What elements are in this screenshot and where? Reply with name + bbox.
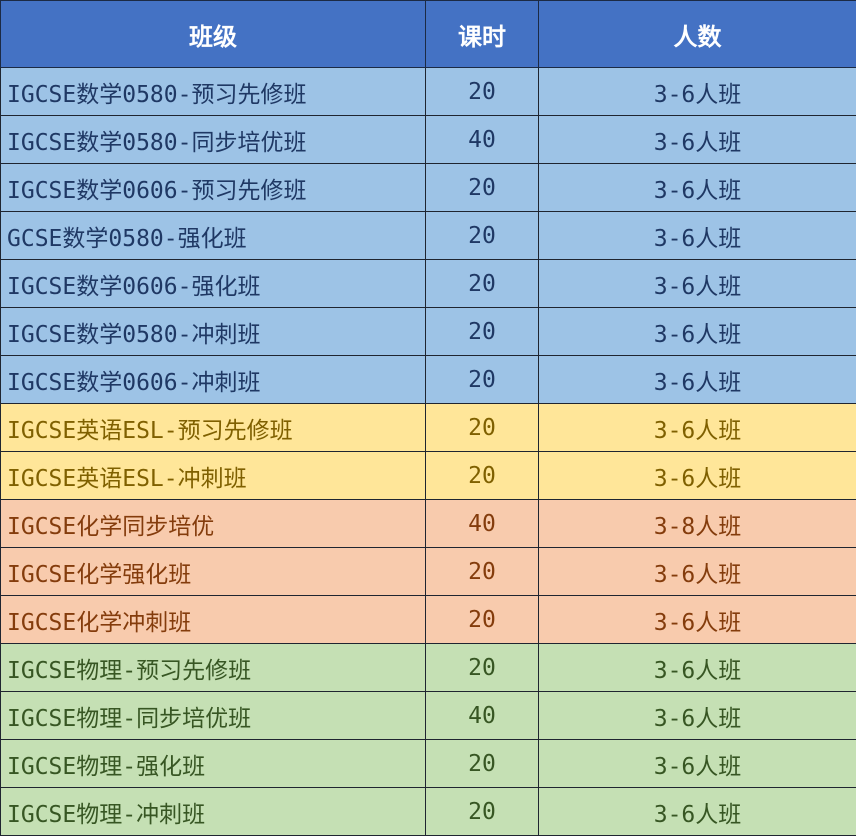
class-name-cell: IGCSE数学0606-冲刺班 bbox=[1, 356, 426, 404]
size-cell: 3-6人班 bbox=[539, 596, 856, 644]
hours-cell: 20 bbox=[426, 404, 539, 452]
class-name-cell: IGCSE物理-预习先修班 bbox=[1, 644, 426, 692]
header-row: 班级 课时 人数 bbox=[1, 1, 856, 68]
class-name-cell: IGCSE物理-强化班 bbox=[1, 740, 426, 788]
class-name-cell: IGCSE化学强化班 bbox=[1, 548, 426, 596]
class-name-cell: IGCSE物理-同步培优班 bbox=[1, 692, 426, 740]
size-cell: 3-6人班 bbox=[539, 212, 856, 260]
hours-cell: 20 bbox=[426, 596, 539, 644]
size-cell: 3-6人班 bbox=[539, 404, 856, 452]
hours-cell: 20 bbox=[426, 452, 539, 500]
size-cell: 3-6人班 bbox=[539, 308, 856, 356]
hours-cell: 20 bbox=[426, 68, 539, 116]
class-name-cell: IGCSE物理-冲刺班 bbox=[1, 788, 426, 836]
size-cell: 3-6人班 bbox=[539, 644, 856, 692]
size-cell: 3-6人班 bbox=[539, 260, 856, 308]
class-name-cell: IGCSE数学0580-冲刺班 bbox=[1, 308, 426, 356]
hours-cell: 40 bbox=[426, 116, 539, 164]
class-name-cell: IGCSE化学同步培优 bbox=[1, 500, 426, 548]
header-size: 人数 bbox=[539, 1, 856, 68]
size-cell: 3-6人班 bbox=[539, 452, 856, 500]
hours-cell: 20 bbox=[426, 212, 539, 260]
class-name-cell: IGCSE数学0606-预习先修班 bbox=[1, 164, 426, 212]
class-name-cell: IGCSE数学0606-强化班 bbox=[1, 260, 426, 308]
class-name-cell: IGCSE英语ESL-冲刺班 bbox=[1, 452, 426, 500]
header-hours: 课时 bbox=[426, 1, 539, 68]
size-cell: 3-6人班 bbox=[539, 164, 856, 212]
size-cell: 3-6人班 bbox=[539, 68, 856, 116]
hours-cell: 20 bbox=[426, 740, 539, 788]
class-name-cell: IGCSE英语ESL-预习先修班 bbox=[1, 404, 426, 452]
size-cell: 3-6人班 bbox=[539, 788, 856, 836]
class-name-cell: IGCSE数学0580-同步培优班 bbox=[1, 116, 426, 164]
class-name-cell: GCSE数学0580-强化班 bbox=[1, 212, 426, 260]
size-cell: 3-8人班 bbox=[539, 500, 856, 548]
class-name-cell: IGCSE化学冲刺班 bbox=[1, 596, 426, 644]
hours-cell: 20 bbox=[426, 164, 539, 212]
hours-cell: 20 bbox=[426, 644, 539, 692]
hours-cell: 20 bbox=[426, 260, 539, 308]
header-class-name: 班级 bbox=[1, 1, 426, 68]
size-cell: 3-6人班 bbox=[539, 116, 856, 164]
class-name-cell: IGCSE数学0580-预习先修班 bbox=[1, 68, 426, 116]
hours-cell: 20 bbox=[426, 356, 539, 404]
hours-cell: 20 bbox=[426, 308, 539, 356]
size-cell: 3-6人班 bbox=[539, 548, 856, 596]
size-cell: 3-6人班 bbox=[539, 356, 856, 404]
hours-cell: 20 bbox=[426, 548, 539, 596]
size-cell: 3-6人班 bbox=[539, 692, 856, 740]
hours-cell: 20 bbox=[426, 788, 539, 836]
size-cell: 3-6人班 bbox=[539, 740, 856, 788]
hours-cell: 40 bbox=[426, 692, 539, 740]
hours-cell: 40 bbox=[426, 500, 539, 548]
